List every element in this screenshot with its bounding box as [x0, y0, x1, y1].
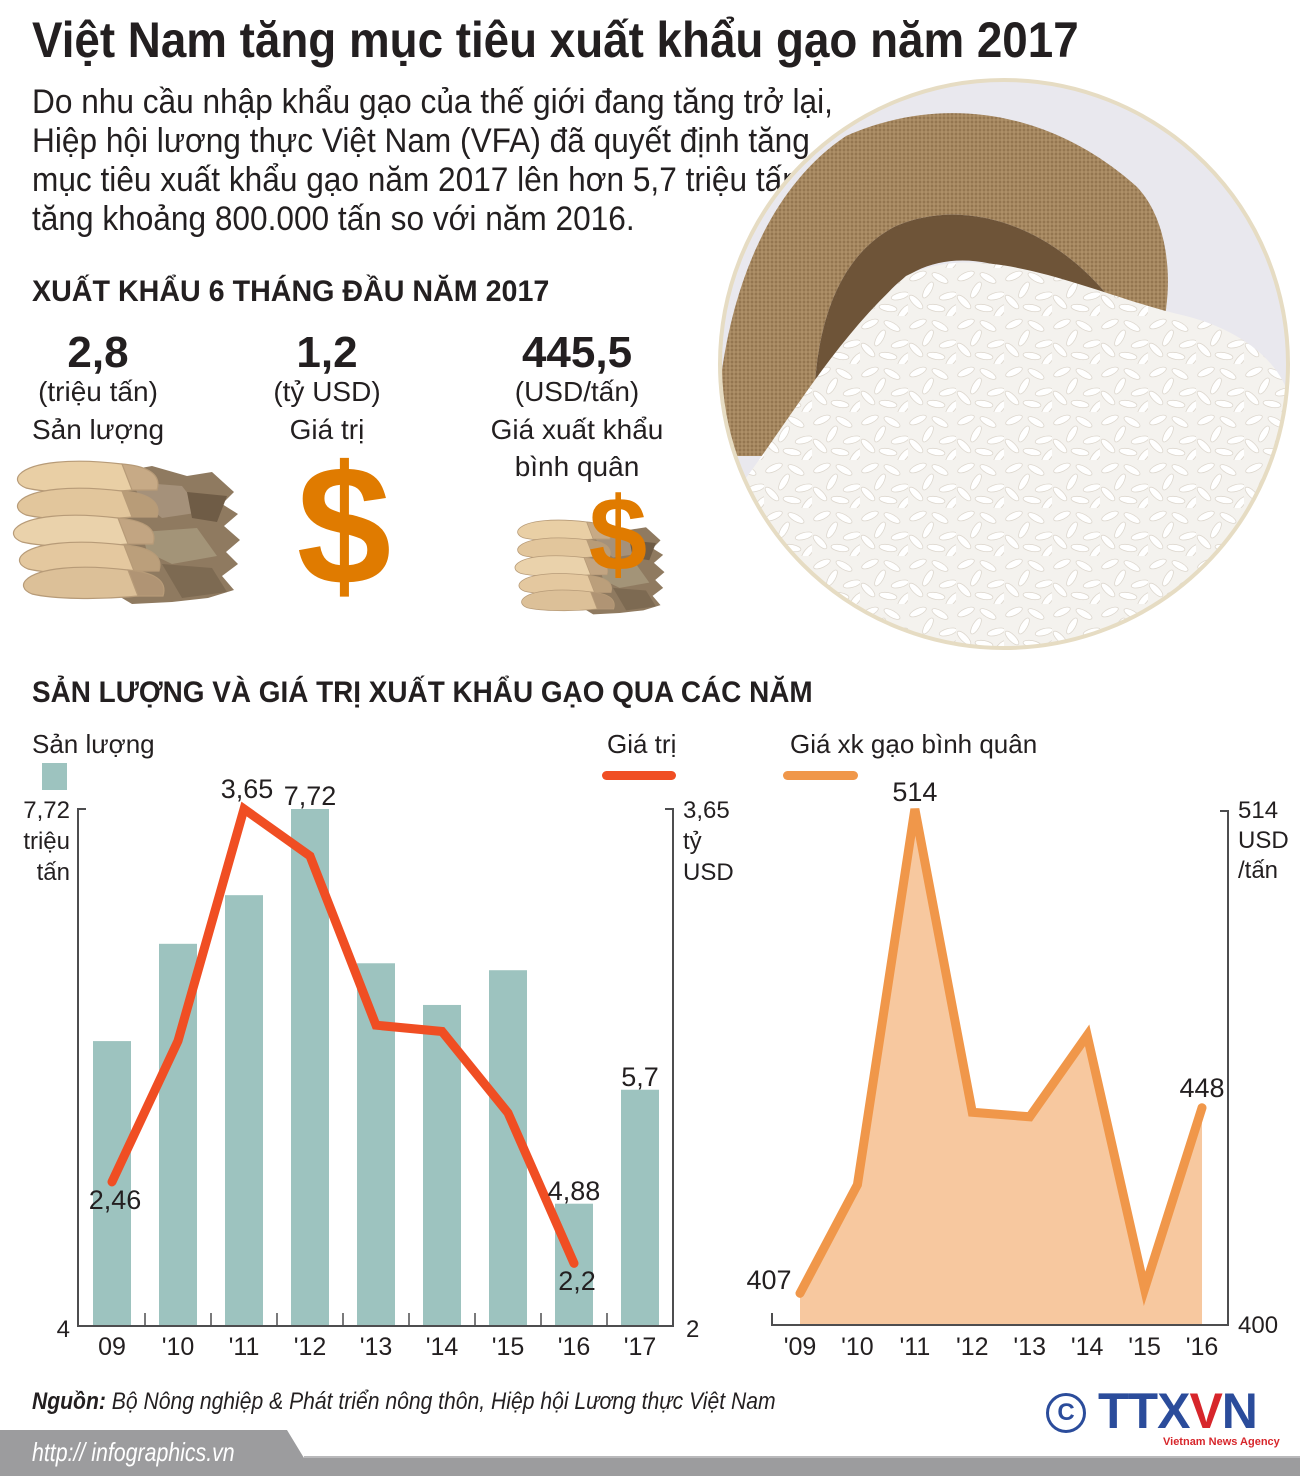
- x-tick-label: '12: [955, 1333, 989, 1361]
- x-tick-label: '15: [491, 1333, 525, 1361]
- legend-price-label: Giá xk gạo bình quân: [790, 729, 1038, 759]
- price-axis-max-label: 514: [1238, 797, 1279, 824]
- stat-label: Giá xuất khẩu: [490, 414, 664, 445]
- right-axis-min-label: 2: [686, 1316, 700, 1343]
- price-axis-unit-1: USD: [1238, 827, 1289, 854]
- legend-price-line: [783, 771, 858, 780]
- dollar-icon: $ $: [297, 448, 400, 603]
- ttxvn-logo: TTXVN: [1098, 1383, 1258, 1439]
- bar-value-label: 4,88: [547, 1175, 601, 1206]
- price-line: [795, 808, 1207, 1306]
- value-line: [107, 801, 579, 1268]
- legend-value-label: Giá trị: [607, 729, 677, 759]
- stat-unit: (USD/tấn): [514, 376, 640, 407]
- bar-5: [423, 1004, 461, 1326]
- x-tick-label: '11: [899, 1333, 931, 1361]
- line-value-label: 2,2: [558, 1266, 596, 1297]
- intro-line-4: tăng khoảng 800.000 tấn so với năm 2016.: [32, 200, 635, 238]
- bar-2: [225, 895, 263, 1326]
- x-tick-label: '16: [1185, 1333, 1219, 1361]
- x-tick-label: '13: [359, 1333, 393, 1361]
- price-axis-unit-2: /tấn: [1238, 857, 1279, 884]
- rice-sack-photo: [718, 78, 1290, 650]
- stat-value: 2,8: [67, 328, 129, 377]
- intro-line-1: Do nhu cầu nhập khẩu gạo của thế giới đa…: [32, 83, 833, 121]
- line-value-label: 2,46: [88, 1184, 142, 1215]
- charts-heading: SẢN LƯỢNG VÀ GIÁ TRỊ XUẤT KHẨU GẠO QUA C…: [32, 676, 813, 709]
- price-value-label: 448: [1179, 1072, 1225, 1103]
- left-axis-max-label: 7,72: [23, 797, 70, 824]
- x-tick-label: '16: [557, 1333, 591, 1361]
- logo-part-ttx: TTX: [1098, 1383, 1190, 1439]
- x-tick-label: '10: [161, 1333, 195, 1361]
- price-value-label: 407: [746, 1265, 792, 1296]
- x-tick-label: '11: [228, 1333, 260, 1361]
- price-value-label: 514: [892, 777, 938, 807]
- x-tick-label: 09: [98, 1333, 126, 1361]
- page-title: Việt Nam tăng mục tiêu xuất khẩu gạo năm…: [32, 12, 1079, 68]
- source-note: Nguồn: Bộ Nông nghiệp & Phát triển nông …: [32, 1388, 776, 1417]
- stat-value: 445,5: [521, 328, 633, 377]
- bar-value-label: 5,7: [621, 1061, 659, 1092]
- stat-label: bình quân: [514, 451, 640, 482]
- bar-value-label: 7,72: [283, 781, 337, 811]
- x-tick-label: '09: [783, 1333, 817, 1361]
- copyright-icon: C: [1046, 1393, 1086, 1433]
- legend-output-swatch: [42, 763, 67, 790]
- svg-text:$: $: [594, 482, 652, 590]
- logo-part-n: N: [1221, 1383, 1258, 1439]
- left-chart-axes: [77, 808, 674, 1327]
- stat-unit: (triệu tấn): [38, 376, 158, 407]
- right-axis-unit-2: USD: [683, 859, 734, 886]
- x-tick-label: '14: [1070, 1333, 1104, 1361]
- legend-output-label: Sản lượng: [32, 729, 155, 759]
- intro-line-2: Hiệp hội lương thực Việt Nam (VFA) đã qu…: [32, 122, 810, 160]
- x-tick-label: '12: [293, 1333, 327, 1361]
- left-axis-unit-1: triệu: [23, 828, 70, 855]
- sacks-with-dollar-icon: $ $: [514, 482, 665, 615]
- website-link[interactable]: http:// infographics.vn: [32, 1437, 235, 1467]
- bar-8: [621, 1089, 659, 1326]
- svg-text:$: $: [305, 448, 400, 603]
- right-axis-unit-1: tỷ: [683, 828, 702, 855]
- intro-line-3: mục tiêu xuất khẩu gạo năm 2017 lên hơn …: [32, 161, 809, 199]
- left-axis-unit-2: tấn: [36, 859, 70, 886]
- x-tick-label: '14: [425, 1333, 459, 1361]
- left-axis-min-label: 4: [56, 1316, 70, 1343]
- x-tick-label: '15: [1128, 1333, 1161, 1361]
- stat-label: Sản lượng: [31, 414, 165, 445]
- source-text: Bộ Nông nghiệp & Phát triển nông thôn, H…: [105, 1388, 776, 1415]
- footer-bar: [0, 1430, 1300, 1476]
- price-axis-min-label: 400: [1238, 1312, 1279, 1339]
- stat-label: Giá trị: [289, 414, 365, 445]
- price-chart-axes: [771, 810, 1229, 1326]
- right-axis-max-label: 3,65: [683, 797, 730, 824]
- logo-part-v: V: [1189, 1383, 1222, 1439]
- x-tick-label: '17: [623, 1333, 657, 1361]
- price-area: [800, 809, 1203, 1325]
- line-value-label: 3,65: [220, 774, 274, 804]
- legend-value-line: [602, 771, 676, 780]
- svg-text:$: $: [297, 448, 392, 603]
- logo-subtitle: Vietnam News Agency: [1163, 1436, 1280, 1448]
- svg-text:$: $: [589, 482, 647, 593]
- x-tick-label: '13: [1013, 1333, 1047, 1361]
- stat-unit: (tỷ USD): [273, 376, 381, 407]
- x-tick-label: '10: [841, 1333, 874, 1361]
- source-label: Nguồn:: [32, 1388, 106, 1415]
- stat-value: 1,2: [296, 328, 358, 377]
- summary-heading: XUẤT KHẨU 6 THÁNG ĐẦU NĂM 2017: [32, 275, 550, 308]
